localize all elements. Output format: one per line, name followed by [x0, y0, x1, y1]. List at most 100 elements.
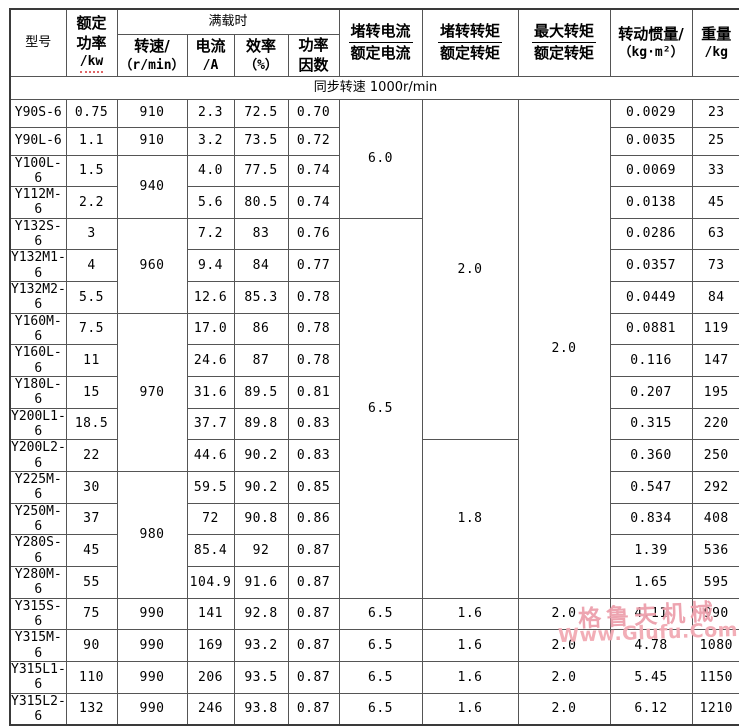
cell-rated-power: 55: [65, 566, 118, 599]
table-row: Y160L-6 11 24.6 87 0.78 0.116 147: [9, 344, 739, 378]
cell-locked-current-ratio: 6.5: [338, 661, 423, 694]
header-rated-power: 额定 功率 /kw: [65, 8, 118, 77]
cell-model: Y200L2-6: [9, 439, 67, 473]
cell-model: Y315S-6: [9, 597, 67, 631]
cell-locked-torque-ratio: 1.6: [421, 692, 519, 726]
speed-line2: （r/min）: [119, 57, 185, 73]
table-row: Y315L2-6 132 990 246 93.8 0.87 6.5 1.6 2.0 6.12 12…: [9, 692, 739, 726]
header-speed: 转速/ （r/min）: [116, 34, 188, 77]
cell-rated-power: 1.1: [65, 126, 118, 156]
weight-line1: 重量: [701, 24, 732, 43]
sync-speed-label: 同步转速 1000r/min: [9, 75, 739, 100]
cell-current: 24.6: [186, 344, 235, 378]
cell-speed: 990: [116, 629, 188, 662]
cell-inertia: 1.39: [609, 534, 693, 568]
cell-current: 12.6: [186, 281, 235, 314]
cell-weight: 250: [691, 439, 739, 473]
cell-model: Y112M-6: [9, 186, 67, 219]
cell-rated-power: 5.5: [65, 281, 118, 314]
table-row: Y112M-6 2.2 5.6 80.5 0.74 0.0138 45: [9, 186, 739, 219]
table-header: 型号 额定 功率 /kw 满载时 堵转电流 额定电流: [9, 8, 739, 100]
cell-weight: 408: [691, 502, 739, 536]
cell-efficiency: 91.6: [233, 566, 289, 599]
cell-current: 44.6: [186, 439, 235, 473]
cell-inertia: 0.0286: [609, 217, 693, 251]
header-full-load-group: 满载时: [116, 8, 340, 35]
rated-power-line2: 功率: [76, 33, 107, 52]
cell-model: Y90S-6: [9, 98, 67, 128]
cell-efficiency: 92: [233, 534, 289, 568]
cell-inertia: 0.0035: [609, 126, 693, 156]
header-efficiency: 效率 （%）: [233, 34, 289, 77]
inertia-line2: （kg·m²）: [618, 45, 684, 61]
locked-torque-numerator: 堵转转矩: [438, 22, 503, 44]
cell-model: Y280S-6: [9, 534, 67, 568]
cell-model: Y160M-6: [9, 312, 67, 346]
cell-weight: 1150: [691, 661, 739, 694]
cell-inertia: 4.78: [609, 629, 693, 662]
cell-efficiency: 93.5: [233, 661, 289, 694]
table-row: Y315M-6 90 990 169 93.2 0.87 6.5 1.6 2.0 4.78 1080: [9, 629, 739, 662]
cell-inertia: 1.65: [609, 566, 693, 599]
cell-speed: 990: [116, 692, 188, 726]
cell-rated-power: 30: [65, 471, 118, 504]
cell-rated-power: 110: [65, 661, 118, 694]
table-row: Y90S-6 0.75 910 2.3 72.5 0.70 6.0 2.0 2.0 0.0029 2…: [9, 98, 739, 599]
cell-inertia: 0.0138: [609, 186, 693, 219]
cell-model: Y315L2-6: [9, 692, 67, 726]
cell-max-torque-ratio: 2.0: [517, 661, 611, 694]
cell-inertia: 0.360: [609, 439, 693, 473]
cell-weight: 990: [691, 597, 739, 631]
locked-torque-denominator: 额定转矩: [440, 44, 501, 63]
spec-sheet: 型号 额定 功率 /kw 满载时 堵转电流 额定电流: [9, 8, 739, 726]
cell-model: Y132M2-6: [9, 281, 67, 314]
table-row: Y132S-6 3 960 7.2 83 0.76 6.5 0.0286 63: [9, 217, 739, 599]
cell-inertia: 0.834: [609, 502, 693, 536]
cell-speed: 910: [116, 98, 188, 128]
cell-rated-power: 90: [65, 629, 118, 662]
cell-speed: 940: [116, 154, 188, 219]
cell-weight: 45: [691, 186, 739, 219]
cell-efficiency: 90.2: [233, 439, 289, 473]
cell-weight: 84: [691, 281, 739, 314]
table-row: Y180L-6 15 31.6 89.5 0.81 0.207 195: [9, 376, 739, 409]
cell-efficiency: 73.5: [233, 126, 289, 156]
speed-line1: 转速/: [134, 37, 170, 56]
header-max-torque-ratio: 最大转矩 额定转矩: [517, 8, 611, 77]
cell-speed: 990: [116, 661, 188, 694]
cell-weight: 119: [691, 312, 739, 346]
table-row: Y100L-6 1.5 940 4.0 77.5 0.74 0.0069 33: [9, 154, 739, 219]
cell-weight: 1080: [691, 629, 739, 662]
cell-power-factor: 0.86: [287, 502, 340, 536]
current-line2: /A: [202, 57, 219, 73]
cell-model: Y200L1-6: [9, 407, 67, 441]
table-body: Y90S-6 0.75 910 2.3 72.5 0.70 6.0 2.0 2.0 0.0029 2…: [9, 98, 739, 726]
cell-inertia: 0.0029: [609, 98, 693, 128]
cell-rated-power: 7.5: [65, 312, 118, 346]
cell-efficiency: 93.2: [233, 629, 289, 662]
cell-weight: 23: [691, 98, 739, 128]
cell-power-factor: 0.87: [287, 566, 340, 599]
cell-max-torque-ratio: 2.0: [517, 629, 611, 662]
cell-efficiency: 83: [233, 217, 289, 251]
cell-max-torque-ratio: 2.0: [517, 98, 611, 599]
cell-rated-power: 37: [65, 502, 118, 536]
max-torque-denominator: 额定转矩: [534, 44, 595, 63]
cell-speed: 970: [116, 312, 188, 473]
efficiency-line2: （%）: [244, 57, 278, 73]
cell-inertia: 0.0449: [609, 281, 693, 314]
cell-efficiency: 93.8: [233, 692, 289, 726]
cell-power-factor: 0.87: [287, 534, 340, 568]
table-row: Y132M1-6 4 9.4 84 0.77 0.0357 73: [9, 249, 739, 283]
cell-weight: 147: [691, 344, 739, 378]
cell-current: 31.6: [186, 376, 235, 409]
cell-rated-power: 18.5: [65, 407, 118, 441]
cell-power-factor: 0.83: [287, 407, 340, 441]
cell-inertia: 0.207: [609, 376, 693, 409]
cell-inertia: 0.0069: [609, 154, 693, 188]
cell-weight: 536: [691, 534, 739, 568]
cell-rated-power: 4: [65, 249, 118, 283]
cell-power-factor: 0.78: [287, 312, 340, 346]
efficiency-line1: 效率: [245, 37, 276, 56]
cell-current: 85.4: [186, 534, 235, 568]
